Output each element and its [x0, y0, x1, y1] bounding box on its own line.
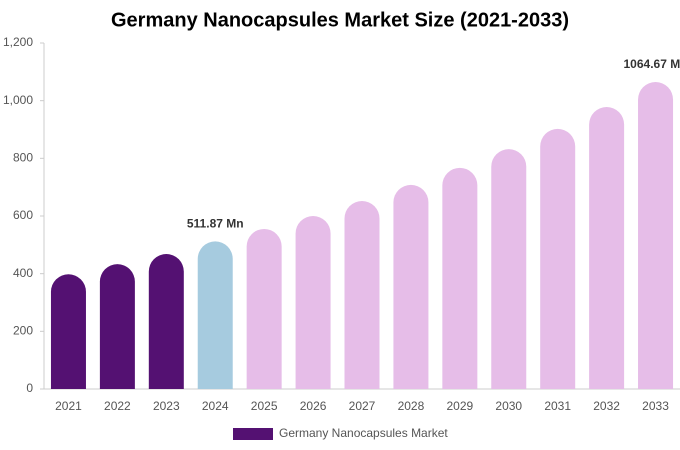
bar	[589, 107, 625, 389]
bar	[491, 149, 527, 389]
legend-swatch	[233, 428, 273, 440]
y-tick-label: 600	[13, 208, 33, 222]
bar	[295, 216, 331, 389]
legend-label: Germany Nanocapsules Market	[279, 426, 448, 440]
bar	[99, 264, 135, 389]
y-tick-label: 1,000	[3, 93, 33, 107]
x-tick-label: 2027	[349, 399, 376, 413]
bar	[197, 241, 233, 389]
y-tick-label: 1,200	[3, 35, 33, 49]
x-tick-label: 2025	[251, 399, 278, 413]
y-tick-label: 0	[26, 381, 33, 395]
bar	[442, 167, 478, 389]
bar	[393, 184, 429, 389]
x-tick-label: 2031	[544, 399, 571, 413]
bar	[148, 254, 184, 389]
value-label: 511.87 Mn	[187, 217, 244, 231]
y-tick-label: 400	[13, 266, 33, 280]
bar	[344, 201, 380, 389]
x-tick-label: 2026	[300, 399, 327, 413]
x-tick-label: 2022	[104, 399, 131, 413]
x-tick-label: 2029	[446, 399, 473, 413]
x-tick-label: 2030	[495, 399, 522, 413]
x-tick-label: 2028	[398, 399, 425, 413]
x-tick-label: 2021	[55, 399, 82, 413]
y-tick-label: 200	[13, 324, 33, 338]
x-tick-label: 2033	[642, 399, 669, 413]
y-tick-label: 800	[13, 151, 33, 165]
x-tick-label: 2024	[202, 399, 229, 413]
x-tick-label: 2023	[153, 399, 180, 413]
bar	[540, 128, 576, 389]
bar	[50, 274, 86, 389]
bar	[246, 228, 282, 389]
chart-title: Germany Nanocapsules Market Size (2021-2…	[111, 9, 569, 31]
x-tick-label: 2032	[593, 399, 620, 413]
value-label: 1064.67 Mn	[624, 57, 680, 71]
bar	[638, 82, 674, 390]
